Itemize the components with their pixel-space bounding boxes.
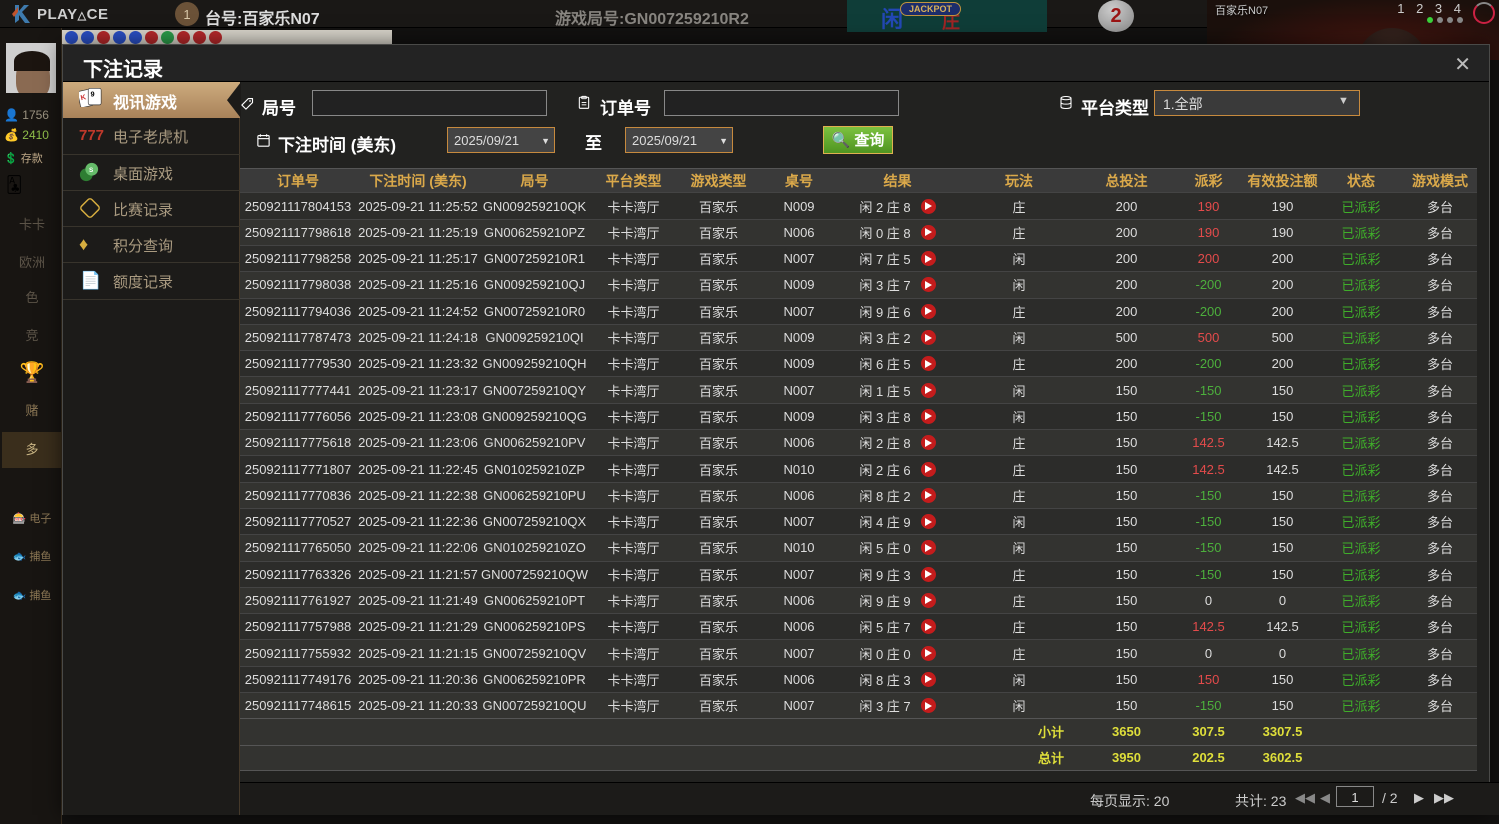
svg-text:9: 9 — [91, 90, 95, 99]
svg-text:S: S — [89, 167, 93, 174]
